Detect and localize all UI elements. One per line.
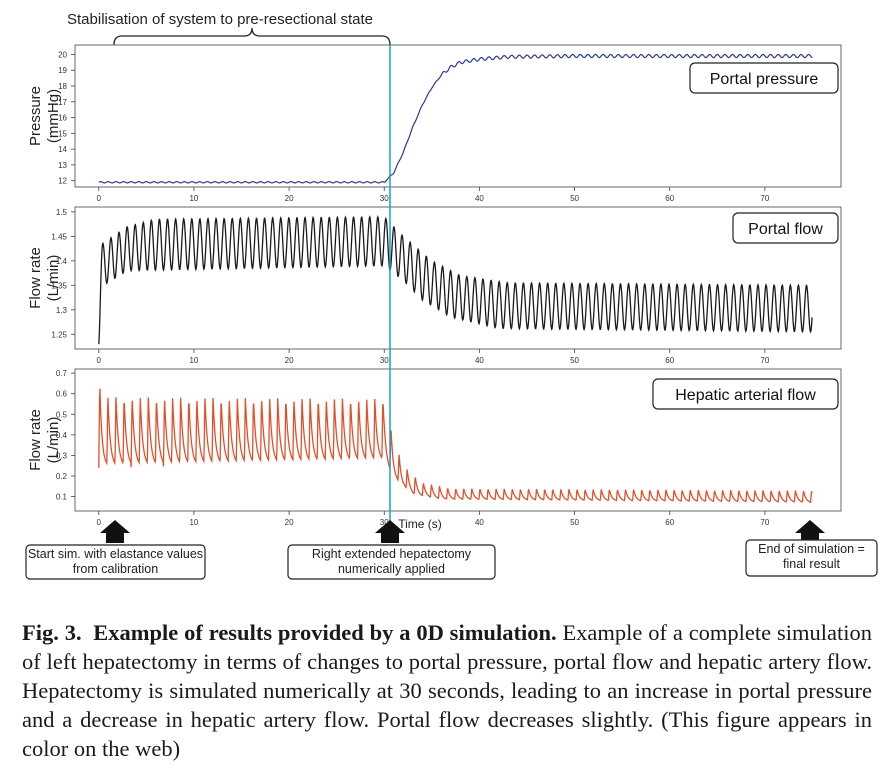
- start-arrow-icon: [100, 520, 130, 543]
- y-tick-label: 1.35: [51, 281, 67, 290]
- y-tick-label: 0.4: [56, 431, 68, 440]
- y-tick-label: 16: [58, 114, 67, 123]
- y-tick-label: 17: [58, 98, 67, 107]
- x-tick-label: 60: [665, 194, 674, 203]
- x-tick-label: 0: [97, 518, 102, 527]
- y-tick-label: 20: [58, 50, 67, 59]
- x-tick-label: 30: [380, 518, 389, 527]
- y-tick-label: 1.45: [51, 232, 67, 241]
- portal-flow-panel: 1.25 1.3 1.35 1.4 1.45 1.5 0 10 20 30 40 50 60 70 Flow…: [27, 206, 842, 365]
- end-note-box: [745, 539, 878, 577]
- x-tick-label: 20: [285, 518, 294, 527]
- x-axis-label: Time (s): [398, 517, 442, 531]
- x-tick-label: 40: [475, 356, 484, 365]
- x-tick-label: 20: [285, 194, 294, 203]
- y-tick-label: 0.5: [56, 410, 68, 419]
- y-tick-label: 14: [58, 145, 67, 154]
- x-tick-label: 50: [570, 518, 579, 527]
- panels: 12 13 14 15 16 17 18 19 20 0 10 20 30 40 50 60 70 Pressur…: [27, 44, 842, 527]
- hepatectomy-arrow-icon: [375, 520, 405, 543]
- x-tick-label: 0: [97, 356, 102, 365]
- x-tick-label: 40: [475, 194, 484, 203]
- pressure-panel: 12 13 14 15 16 17 18 19 20 0 10 20 30 40 50 60 70 Pressur…: [27, 44, 842, 203]
- portal-flow-ylabel: Flow rate: [27, 247, 44, 309]
- hepatic-flow-legend-box: [652, 378, 839, 410]
- y-tick-label: 0.6: [56, 390, 68, 399]
- y-tick-label: 18: [58, 82, 67, 91]
- y-tick-label: 1.25: [51, 330, 67, 339]
- hepatic-flow-ylabel: Flow rate: [27, 409, 44, 471]
- x-tick-label: 10: [189, 356, 198, 365]
- x-tick-label: 20: [285, 356, 294, 365]
- x-tick-label: 50: [570, 194, 579, 203]
- hepatic-flow-legend-label: Hepatic arterial flow: [675, 387, 816, 404]
- y-tick-label: 13: [58, 161, 67, 170]
- pressure-ylabel: Pressure: [27, 86, 44, 146]
- x-tick-label: 40: [475, 518, 484, 527]
- x-tick-label: 10: [189, 518, 198, 527]
- y-tick-label: 15: [58, 129, 67, 138]
- y-tick-label: 1.3: [56, 306, 68, 315]
- portal-flow-legend-box: [732, 212, 839, 244]
- x-tick-label: 60: [665, 356, 674, 365]
- x-tick-label: 30: [380, 356, 389, 365]
- y-tick-label: 1.4: [56, 257, 68, 266]
- hepatic-flow-series-line: [98, 388, 813, 504]
- y-tick-label: 0.2: [56, 472, 68, 481]
- end-arrow-icon: [795, 520, 825, 543]
- x-tick-label: 10: [189, 194, 198, 203]
- y-tick-label: 0.1: [56, 493, 68, 502]
- start-note-box: [25, 544, 206, 580]
- pressure-legend-label: Portal pressure: [710, 71, 819, 88]
- x-tick-label: 50: [570, 356, 579, 365]
- hepatic-flow-ylabel-unit: (L/min): [45, 417, 62, 464]
- portal-flow-legend-label: Portal flow: [748, 221, 823, 238]
- hepatectomy-note-box: [287, 544, 496, 580]
- portal-flow-series-line: [98, 215, 813, 345]
- start-note: Start sim. with elastance values from ca…: [27, 547, 204, 576]
- pressure-series-line: [98, 53, 813, 184]
- figure-caption: Fig. 3. Example of results provided by a…: [22, 620, 872, 761]
- pressure-ylabel-unit: (mmHg): [45, 89, 62, 143]
- y-tick-label: 0.3: [56, 451, 68, 460]
- x-tick-label: 70: [760, 194, 769, 203]
- figure: Stabilisation of system to pre-resection…: [25, 11, 878, 580]
- hepatic-flow-panel: 0.1 0.2 0.3 0.4 0.5 0.6 0.7 0 10 20 30 40 50 60 70 Flow…: [27, 368, 842, 527]
- x-tick-label: 70: [760, 356, 769, 365]
- y-tick-label: 19: [58, 66, 67, 75]
- x-tick-label: 30: [380, 194, 389, 203]
- y-tick-label: 0.7: [56, 369, 68, 378]
- x-tick-label: 60: [665, 518, 674, 527]
- portal-flow-ylabel-unit: (L/min): [45, 255, 62, 302]
- y-tick-label: 12: [58, 177, 67, 186]
- top-annotation: Stabilisation of system to pre-resection…: [67, 11, 373, 28]
- end-note: End of simulation = final result: [758, 542, 865, 571]
- x-tick-label: 0: [97, 194, 102, 203]
- stabilisation-brace: [113, 27, 391, 46]
- x-tick-label: 70: [760, 518, 769, 527]
- y-tick-label: 1.5: [56, 208, 68, 217]
- hepatectomy-note: Right extended hepatectomy numerically a…: [311, 547, 472, 576]
- pressure-legend-box: [689, 62, 839, 94]
